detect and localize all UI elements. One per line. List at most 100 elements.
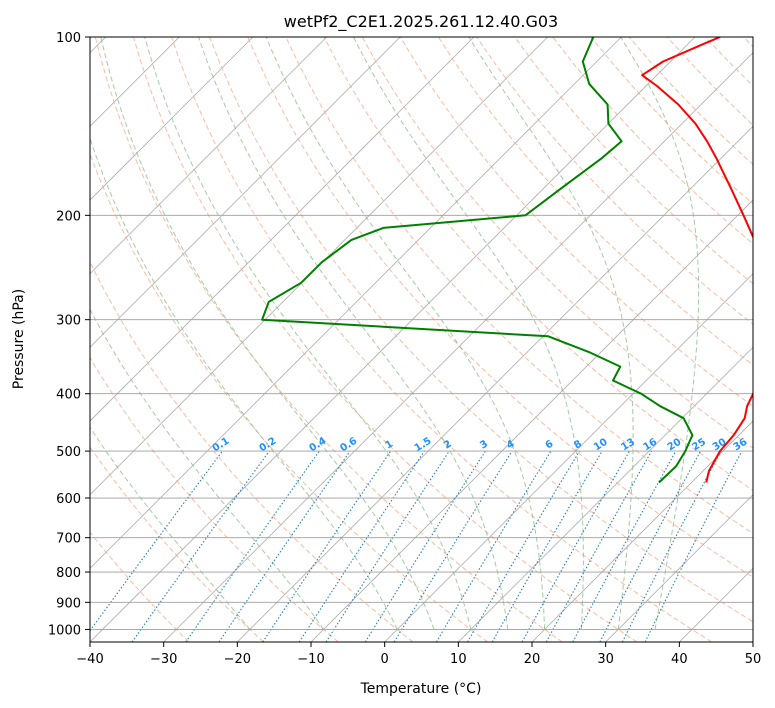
- y-tick-label: 1000: [48, 623, 81, 638]
- background-lines: [90, 37, 753, 642]
- dry-adiabat-line: [171, 37, 712, 642]
- isotherm-line: [752, 641, 753, 642]
- isotherm-line: [605, 494, 753, 642]
- mixing-ratio-line: [521, 450, 630, 642]
- isotherm-line: [384, 273, 753, 642]
- dry-adiabat-line: [90, 531, 190, 642]
- x-axis-label: Temperature (°C): [360, 681, 482, 697]
- isotherm-line: [237, 125, 753, 642]
- y-axis: 100 200 300 400 500 600 700 800 900 1000: [48, 31, 90, 638]
- x-tick-label: −30: [150, 652, 177, 667]
- isotherm-line: [310, 199, 753, 642]
- dry-adiabat-line: [209, 37, 753, 623]
- x-tick-label: 50: [745, 652, 762, 667]
- dry-adiabat-line: [590, 37, 753, 205]
- dry-adiabat-line: [552, 37, 753, 245]
- y-tick-label: 500: [56, 445, 81, 460]
- mixing-ratio-label: 8: [572, 438, 584, 451]
- x-tick-label: 0: [381, 652, 389, 667]
- mixing-ratio-line: [644, 450, 743, 642]
- pressure-gridlines: [90, 37, 753, 630]
- x-axis: −40 −30 −20 −10 0 10 20 30 40 50: [76, 642, 761, 667]
- moist-adiabat-line: [620, 37, 700, 630]
- dry-adiabat-line: [704, 37, 753, 87]
- mixing-ratio-line: [621, 450, 722, 642]
- x-tick-label: 30: [597, 652, 614, 667]
- mixing-ratio-label: 1: [384, 438, 396, 451]
- dry-adiabat-line: [437, 37, 753, 366]
- mixing-ratio-line: [218, 450, 351, 642]
- isotherm-line: [90, 37, 475, 422]
- x-tick-label: −40: [76, 652, 103, 667]
- x-tick-label: 40: [671, 652, 688, 667]
- dry-adiabat-line: [132, 37, 638, 642]
- mixing-ratio-line: [298, 450, 425, 642]
- moist-adiabat-line: [468, 37, 634, 630]
- moist-adiabat-line: [144, 37, 472, 630]
- isotherm-line: [90, 37, 696, 642]
- y-axis-label: Pressure (hPa): [11, 289, 27, 389]
- mixing-ratio-line: [393, 450, 513, 642]
- mixing-ratio-line: [185, 450, 320, 642]
- x-tick-label: −10: [297, 652, 324, 667]
- mixing-ratio-label: 3: [478, 438, 490, 451]
- isotherm-line: [90, 37, 254, 201]
- y-tick-label: 700: [56, 532, 81, 547]
- mixing-ratio-line: [364, 450, 486, 642]
- plot-frame: [89, 36, 754, 643]
- moist-adiabat-line: [90, 136, 398, 630]
- isotherm-line: [679, 567, 753, 642]
- y-tick-label: 900: [56, 596, 81, 611]
- dry-adiabat-line: [666, 37, 753, 126]
- mixing-ratio-label: 6: [544, 438, 556, 451]
- dry-adiabat-line: [90, 152, 488, 642]
- mixing-ratio-line: [599, 450, 701, 642]
- x-tick-label: 20: [524, 652, 541, 667]
- dry-adiabat-line: [247, 37, 753, 578]
- temperature-profile-line: [641, 37, 753, 483]
- y-tick-label: 600: [56, 492, 81, 507]
- isotherm-line: [531, 420, 753, 642]
- y-tick-label: 300: [56, 314, 81, 329]
- dry-adiabat-line: [743, 37, 753, 48]
- mixing-ratio-label: 2: [442, 438, 454, 451]
- dry-adiabat-line: [90, 446, 264, 642]
- dry-adiabat-line: [323, 37, 753, 491]
- dry-adiabat-line: [285, 37, 753, 535]
- dry-adiabat-line: [90, 356, 339, 642]
- dewpoint-profile-line: [261, 37, 694, 484]
- moist-adiabat-line: [90, 308, 325, 630]
- moist-adiabat-line: [265, 37, 546, 630]
- mixing-ratio-label: 4: [505, 438, 517, 451]
- isotherm-line: [458, 346, 753, 642]
- moist-adiabat-line: [198, 37, 509, 630]
- dry-adiabat-line: [514, 37, 753, 285]
- mixing-ratio-line: [90, 450, 223, 632]
- y-tick-label: 200: [56, 209, 81, 224]
- mixing-ratio-line: [467, 450, 580, 642]
- sounding-series: [261, 37, 753, 484]
- isotherm-line: [163, 52, 753, 642]
- mixing-ratio-line: [325, 450, 450, 642]
- dry-adiabat-line: [94, 37, 563, 642]
- mixing-ratio-line: [572, 450, 677, 642]
- moist-adiabat-line: [90, 426, 251, 630]
- isotherm-line: [90, 37, 327, 275]
- dry-adiabat-line: [361, 37, 753, 449]
- mixing-ratio-line: [545, 450, 653, 642]
- chart-title: wetPf2_C2E1.2025.261.12.40.G03: [284, 12, 558, 32]
- y-tick-label: 400: [56, 388, 81, 403]
- isotherm-line: [90, 37, 548, 496]
- x-tick-label: −20: [224, 652, 251, 667]
- moist-adiabat-line: [353, 37, 584, 630]
- y-tick-label: 800: [56, 566, 81, 581]
- mixing-ratio-line: [131, 450, 270, 642]
- dry-adiabat-line: [90, 260, 414, 642]
- isotherm-line: [90, 37, 622, 569]
- mixing-ratio-line: [435, 450, 552, 642]
- isotherm-line: [90, 37, 401, 348]
- y-tick-label: 100: [56, 31, 81, 46]
- mixing-ratio-line: [262, 450, 392, 642]
- x-tick-label: 10: [450, 652, 467, 667]
